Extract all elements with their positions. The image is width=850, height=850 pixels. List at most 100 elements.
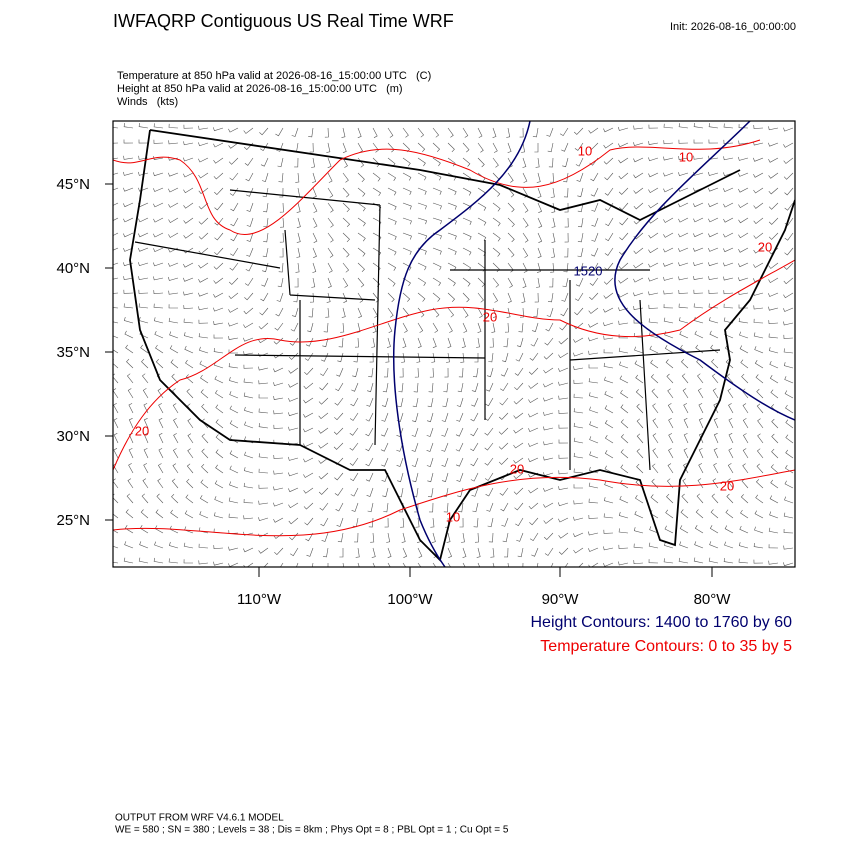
wind-barb (618, 347, 629, 354)
wind-barb (185, 494, 194, 504)
wind-barb (492, 562, 495, 567)
wind-barb (663, 290, 674, 295)
temperature-contour (113, 139, 761, 236)
wind-barb (697, 388, 704, 399)
wind-barb (665, 359, 674, 369)
wind-barb (498, 412, 509, 420)
wind-barb (489, 337, 494, 348)
wind-barb (320, 517, 329, 527)
wind-barb (341, 307, 346, 318)
wind-barb (168, 217, 179, 224)
wind-barb (573, 532, 584, 538)
wind-barb (619, 361, 629, 369)
wind-barb (603, 546, 614, 551)
wind-barb (447, 142, 455, 153)
wind-barb (243, 498, 254, 504)
wind-barb (528, 367, 539, 375)
wind-barb (723, 247, 734, 253)
wind-barb (588, 514, 599, 519)
wind-barb (573, 452, 584, 459)
contour-label: 10 (679, 149, 693, 164)
wind-barb (303, 502, 314, 510)
wind-barb (785, 449, 794, 459)
wind-barb (338, 337, 344, 348)
wind-barb (183, 542, 194, 549)
wind-barb (336, 367, 344, 377)
wind-barb (381, 412, 389, 422)
wind-barb (507, 292, 512, 303)
wind-barb (153, 557, 164, 564)
wind-barb (183, 124, 194, 129)
wind-barb (458, 367, 464, 378)
latitude-label: 45°N (56, 176, 90, 193)
wind-barb (153, 187, 164, 192)
wind-barb (275, 127, 284, 137)
wind-barb (172, 448, 179, 459)
wind-barb (504, 322, 509, 333)
wind-barb (113, 127, 119, 129)
wind-barb (184, 510, 194, 519)
wind-barb (603, 142, 614, 149)
wind-barb (228, 336, 239, 340)
wind-barb (432, 262, 442, 271)
wind-barb (738, 187, 749, 193)
wind-barb (663, 304, 674, 309)
wind-barb (620, 434, 629, 444)
wind-barb (667, 388, 674, 399)
wind-barb (651, 463, 659, 474)
wind-barb (342, 202, 350, 213)
wind-barb (507, 187, 515, 198)
wind-barb (245, 262, 254, 272)
wind-barb (529, 517, 539, 526)
wind-barb (471, 397, 479, 407)
wind-barb (279, 187, 284, 198)
wind-barb (635, 374, 644, 384)
wind-barb (709, 330, 719, 339)
wind-barb (708, 289, 719, 294)
wind-barb (784, 232, 794, 241)
wind-barb (243, 307, 254, 315)
wind-barb (485, 487, 494, 497)
wind-barb (447, 232, 457, 240)
wind-barb (354, 337, 359, 348)
wind-barb (229, 420, 239, 429)
wind-barb (367, 382, 374, 393)
wind-barb (455, 427, 464, 437)
wind-barb (288, 517, 299, 525)
wind-barb (154, 330, 164, 339)
wind-barb (447, 322, 453, 333)
wind-barb (441, 412, 449, 422)
wind-barb (769, 495, 779, 504)
wind-barb (738, 304, 749, 309)
longitude-label: 100°W (387, 591, 433, 608)
wind-barb (652, 433, 659, 444)
wind-barb (663, 232, 674, 238)
wind-barb (738, 317, 749, 324)
wind-barb (604, 187, 614, 196)
init-time: Init: 2026-08-16_00:00:00 (670, 21, 796, 33)
wind-barb (334, 487, 344, 496)
wind-barb (124, 525, 134, 534)
wind-barb (113, 561, 119, 564)
wind-barb (513, 427, 524, 434)
wind-barb (768, 527, 779, 534)
wind-barb (294, 157, 299, 168)
wind-barb (198, 560, 209, 565)
wind-barb (412, 397, 419, 408)
wind-barb (141, 493, 149, 504)
wind-barb (588, 307, 599, 314)
wind-barb (514, 382, 524, 391)
wind-barb (603, 127, 614, 133)
wind-barb (312, 187, 317, 198)
wind-barb (477, 232, 487, 241)
wind-barb (321, 532, 329, 542)
wind-barb (258, 500, 269, 505)
wind-barb (342, 172, 349, 183)
wind-barb (603, 362, 614, 369)
wind-barb (386, 337, 391, 348)
wind-barb (153, 232, 164, 238)
wind-barb (168, 172, 179, 177)
wind-barb (140, 344, 149, 354)
wind-barb (417, 337, 422, 348)
